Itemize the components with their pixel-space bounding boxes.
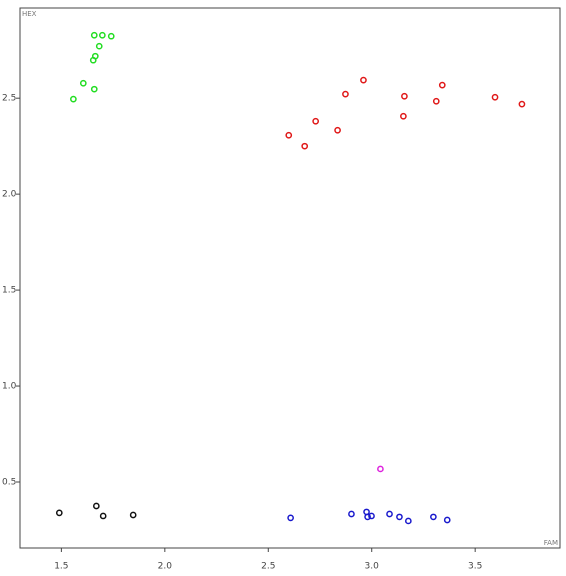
point bbox=[396, 513, 403, 521]
y-tick-label: 2.0 bbox=[2, 190, 17, 200]
x-tick-label: 3.0 bbox=[365, 562, 380, 572]
point bbox=[92, 502, 100, 510]
point bbox=[90, 31, 98, 39]
point bbox=[368, 512, 375, 520]
x-tick-label: 2.5 bbox=[261, 562, 275, 572]
y-tick-label: 0.5 bbox=[2, 477, 16, 487]
point bbox=[129, 511, 137, 519]
point bbox=[386, 510, 393, 518]
point bbox=[342, 90, 349, 98]
point bbox=[70, 95, 77, 103]
y-tick-label: 2.5 bbox=[2, 94, 16, 104]
x-tick-label: 3.5 bbox=[468, 562, 482, 572]
x-axis-label: FAM bbox=[544, 539, 558, 547]
x-tick-label: 1.5 bbox=[54, 562, 68, 572]
point bbox=[491, 93, 499, 101]
point bbox=[432, 97, 440, 105]
point bbox=[89, 56, 97, 64]
plot-frame bbox=[19, 7, 561, 549]
point bbox=[55, 509, 63, 517]
point bbox=[518, 100, 526, 108]
point bbox=[107, 32, 115, 40]
point bbox=[377, 465, 384, 473]
x-tick-label: 2.0 bbox=[158, 562, 173, 572]
point bbox=[90, 85, 98, 93]
point bbox=[287, 514, 294, 522]
point bbox=[334, 126, 341, 134]
point bbox=[401, 92, 408, 100]
point bbox=[430, 513, 437, 521]
point bbox=[400, 112, 407, 120]
point bbox=[98, 31, 106, 39]
y-tick-label: 1.0 bbox=[2, 382, 17, 392]
point bbox=[360, 76, 367, 84]
point bbox=[404, 517, 412, 525]
point bbox=[99, 512, 107, 520]
y-tick-label: 1.5 bbox=[2, 286, 16, 296]
point bbox=[443, 516, 451, 524]
point bbox=[301, 142, 309, 150]
point bbox=[348, 510, 355, 518]
point bbox=[285, 131, 293, 139]
point bbox=[364, 513, 371, 521]
point bbox=[79, 79, 87, 87]
y-axis-label: HEX bbox=[22, 10, 37, 18]
point bbox=[95, 42, 103, 50]
point bbox=[438, 81, 446, 89]
point bbox=[312, 117, 320, 125]
